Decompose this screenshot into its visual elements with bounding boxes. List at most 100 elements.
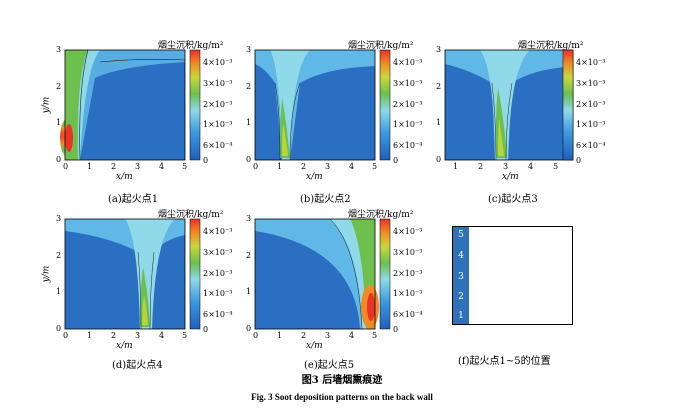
cb-tick: 2×10⁻³ — [393, 269, 423, 278]
cb-tick: 1×10⁻³ — [393, 289, 423, 298]
cb-tick: 1×10⁻³ — [203, 120, 233, 129]
x-tick: 3 — [135, 331, 141, 340]
fire-position-label: 4 — [458, 251, 464, 261]
cb-tick: 1×10⁻³ — [576, 120, 606, 129]
x-tick: 5 — [182, 331, 188, 340]
panel-c-svg — [444, 49, 574, 161]
y-tick: 0 — [56, 155, 62, 164]
panel-d-svg — [64, 218, 201, 330]
x-tick: 1 — [87, 331, 93, 340]
x-axis-label: x/m — [116, 172, 133, 182]
soot-hotspot — [65, 124, 73, 152]
y-tick: 2 — [246, 82, 252, 91]
colorbar-title: 烟尘沉积/kg/m² — [348, 41, 414, 51]
cb-tick: 4×10⁻³ — [393, 227, 423, 236]
cb-tick: 4×10⁻³ — [576, 58, 606, 67]
fire-position-diagram: 5 4 3 2 1 — [452, 226, 573, 325]
y-axis-label: y/m — [41, 96, 52, 114]
y-tick: 1 — [436, 118, 442, 127]
x-tick: 0 — [63, 162, 69, 171]
cb-tick: 2×10⁻³ — [393, 100, 423, 109]
x-tick: 4 — [349, 331, 355, 340]
y-tick: 3 — [246, 45, 252, 54]
caption-c: (c)起火点3 — [488, 194, 538, 205]
caption-e: (e)起火点5 — [304, 360, 355, 371]
x-tick: 4 — [349, 162, 355, 171]
soot-hotspot — [367, 293, 375, 321]
cb-tick: 2×10⁻³ — [203, 269, 233, 278]
y-tick: 3 — [436, 45, 442, 54]
cb-tick: 2×10⁻³ — [203, 100, 233, 109]
panel-e: 烟尘沉积/kg/m² 4×10⁻³ 3×10⁻³ 2×10⁻³ 1×10⁻³ 6… — [230, 207, 430, 357]
y-tick: 2 — [436, 82, 442, 91]
cb-tick: 0 — [203, 156, 209, 165]
y-tick: 3 — [56, 214, 62, 223]
fire-position-label: 2 — [458, 292, 464, 302]
x-tick: 4 — [159, 162, 165, 171]
x-axis-label: x/m — [306, 172, 323, 182]
y-axis-label: y/m — [41, 265, 52, 283]
cb-tick: 6×10⁻⁴ — [393, 310, 423, 319]
cb-tick: 3×10⁻³ — [576, 79, 606, 88]
x-tick: 2 — [301, 331, 307, 340]
fire-position-column — [453, 227, 469, 324]
panel-b: 烟尘沉积/kg/m² 4×10⁻³ 3×10⁻³ 2×10⁻³ 1×10⁻³ 6… — [230, 38, 430, 188]
y-tick: 2 — [56, 251, 62, 260]
y-tick: 1 — [56, 118, 62, 127]
x-tick: 2 — [111, 162, 117, 171]
y-tick: 0 — [436, 155, 442, 164]
cb-tick: 4×10⁻³ — [393, 58, 423, 67]
panel-a: 烟尘沉积/kg/m² 4×10⁻³ 3×10⁻³ 2×10⁻³ 1×10⁻³ 6… — [40, 38, 240, 188]
y-tick: 0 — [246, 155, 252, 164]
x-tick: 1 — [277, 331, 283, 340]
x-tick: 2 — [301, 162, 307, 171]
y-tick: 2 — [56, 82, 62, 91]
cb-tick: 6×10⁻⁴ — [393, 141, 423, 150]
y-tick: 1 — [246, 118, 252, 127]
cb-tick: 3×10⁻³ — [393, 79, 423, 88]
colorbar-title: 烟尘沉积/kg/m² — [518, 41, 584, 51]
cb-tick: 6×10⁻⁴ — [203, 310, 233, 319]
figure-caption-en: Fig. 3 Soot deposition patterns on the b… — [251, 392, 433, 402]
y-tick: 0 — [246, 324, 252, 333]
figure-caption-cn: 图3 后墙烟熏痕迹 — [301, 375, 383, 386]
x-tick: 5 — [553, 162, 559, 171]
cb-tick: 3×10⁻³ — [203, 248, 233, 257]
cb-tick: 1×10⁻³ — [393, 120, 423, 129]
x-axis-label: x/m — [502, 172, 519, 182]
x-tick: 1 — [453, 162, 459, 171]
y-tick: 3 — [56, 45, 62, 54]
caption-f: (f)起火点1~5的位置 — [458, 356, 551, 367]
x-tick: 3 — [135, 162, 141, 171]
caption-a: (a)起火点1 — [108, 194, 159, 205]
caption-b: (b)起火点2 — [300, 194, 351, 205]
fire-position-label: 5 — [458, 230, 464, 240]
x-axis-label: x/m — [116, 341, 133, 351]
colorbar-title: 烟尘沉积/kg/m² — [158, 41, 224, 51]
panel-a-svg — [60, 49, 201, 161]
y-tick: 3 — [246, 214, 252, 223]
cb-tick: 4×10⁻³ — [203, 58, 233, 67]
x-tick: 3 — [325, 331, 331, 340]
colorbar-title: 烟尘沉积/kg/m² — [348, 210, 414, 220]
cb-tick: 4×10⁻³ — [203, 227, 233, 236]
x-tick: 2 — [478, 162, 484, 171]
fire-position-label: 1 — [458, 311, 464, 321]
cb-tick: 0 — [203, 325, 209, 334]
panel-c: 烟尘沉积/kg/m² 4×10⁻³ 3×10⁻³ 2×10⁻³ 1×10⁻³ 6… — [420, 38, 630, 188]
x-tick: 5 — [372, 331, 378, 340]
x-tick: 5 — [372, 162, 378, 171]
x-tick: 5 — [182, 162, 188, 171]
x-axis-label: x/m — [306, 341, 323, 351]
y-tick: 1 — [246, 287, 252, 296]
fire-position-label: 3 — [458, 272, 464, 282]
panel-b-svg — [254, 49, 391, 161]
cb-tick: 3×10⁻³ — [203, 79, 233, 88]
y-tick: 2 — [246, 251, 252, 260]
x-tick: 4 — [528, 162, 534, 171]
x-tick: 0 — [253, 331, 259, 340]
colorbar-title: 烟尘沉积/kg/m² — [158, 210, 224, 220]
x-tick: 1 — [277, 162, 283, 171]
x-tick: 2 — [111, 331, 117, 340]
cb-tick: 1×10⁻³ — [203, 289, 233, 298]
